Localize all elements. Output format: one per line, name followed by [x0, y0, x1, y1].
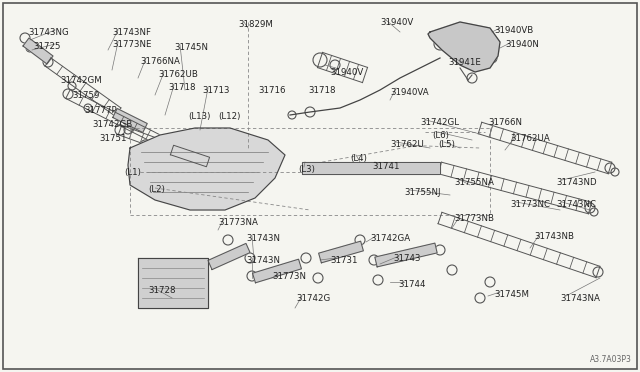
Circle shape	[177, 155, 183, 161]
Text: 31743N: 31743N	[246, 234, 280, 243]
Text: (L1): (L1)	[124, 168, 141, 177]
Polygon shape	[113, 109, 147, 132]
Text: 31728: 31728	[148, 286, 175, 295]
Text: 31755NJ: 31755NJ	[404, 188, 440, 197]
Text: 31940VB: 31940VB	[494, 26, 533, 35]
Polygon shape	[128, 128, 285, 210]
Text: 31773N: 31773N	[272, 272, 306, 281]
Text: 31766N: 31766N	[488, 118, 522, 127]
Text: 31742GA: 31742GA	[370, 234, 410, 243]
Polygon shape	[319, 241, 364, 263]
Text: 31762UA: 31762UA	[510, 134, 550, 143]
Circle shape	[194, 166, 202, 174]
Text: (L5): (L5)	[438, 140, 455, 149]
Text: 31743NC: 31743NC	[556, 200, 596, 209]
Text: 31741: 31741	[372, 162, 399, 171]
Text: 31744: 31744	[398, 280, 426, 289]
Circle shape	[265, 169, 271, 175]
Text: 31725: 31725	[33, 42, 61, 51]
Text: 31755NA: 31755NA	[454, 178, 494, 187]
Circle shape	[152, 162, 158, 168]
Text: 31743: 31743	[393, 254, 420, 263]
Text: 31773NE: 31773NE	[112, 40, 152, 49]
Polygon shape	[23, 38, 53, 64]
Text: 31766NA: 31766NA	[140, 57, 180, 66]
Text: 31773NA: 31773NA	[218, 218, 258, 227]
Text: 31742GM: 31742GM	[60, 76, 102, 85]
Text: 31773NB: 31773NB	[454, 214, 494, 223]
Text: (L4): (L4)	[350, 154, 367, 163]
Text: (L12): (L12)	[218, 112, 241, 121]
Polygon shape	[138, 258, 208, 308]
Polygon shape	[170, 145, 209, 167]
Text: 31762U: 31762U	[390, 140, 424, 149]
Polygon shape	[375, 243, 437, 267]
Text: 31940V: 31940V	[330, 68, 364, 77]
Text: 31742G: 31742G	[296, 294, 330, 303]
Text: A3.7A03P3: A3.7A03P3	[590, 355, 632, 364]
Text: 31713: 31713	[202, 86, 230, 95]
Text: (L3): (L3)	[298, 165, 315, 174]
Text: 31940V: 31940V	[380, 18, 413, 27]
Polygon shape	[428, 22, 500, 72]
Text: 31940N: 31940N	[505, 40, 539, 49]
Text: 31742GB: 31742GB	[92, 120, 132, 129]
Text: 31743NB: 31743NB	[534, 232, 574, 241]
Text: 31773NC: 31773NC	[510, 200, 550, 209]
Text: 31718: 31718	[168, 83, 195, 92]
Text: 31731: 31731	[330, 256, 358, 265]
Text: (L6): (L6)	[432, 131, 449, 140]
Text: 31743NF: 31743NF	[112, 28, 151, 37]
Text: (L2): (L2)	[148, 185, 165, 194]
Text: 31745M: 31745M	[494, 290, 529, 299]
Text: 31941E: 31941E	[448, 58, 481, 67]
Text: 31743NG: 31743NG	[28, 28, 68, 37]
Text: 31745N: 31745N	[174, 43, 208, 52]
Text: 31743ND: 31743ND	[556, 178, 596, 187]
Text: 31762UB: 31762UB	[158, 70, 198, 79]
Text: 31718: 31718	[308, 86, 335, 95]
Text: 31759: 31759	[72, 91, 99, 100]
Text: 31940VA: 31940VA	[390, 88, 429, 97]
Circle shape	[247, 159, 253, 165]
Text: 31777P: 31777P	[84, 106, 116, 115]
Text: (L13): (L13)	[188, 112, 211, 121]
Circle shape	[212, 152, 218, 158]
Polygon shape	[208, 243, 250, 270]
Polygon shape	[253, 259, 301, 283]
Text: 31829M: 31829M	[238, 20, 273, 29]
Text: 31743N: 31743N	[246, 256, 280, 265]
Text: 31716: 31716	[258, 86, 285, 95]
Polygon shape	[302, 162, 440, 174]
Text: 31743NA: 31743NA	[560, 294, 600, 303]
Text: 31742GL: 31742GL	[420, 118, 459, 127]
Text: 31751: 31751	[99, 134, 127, 143]
Circle shape	[216, 164, 224, 172]
